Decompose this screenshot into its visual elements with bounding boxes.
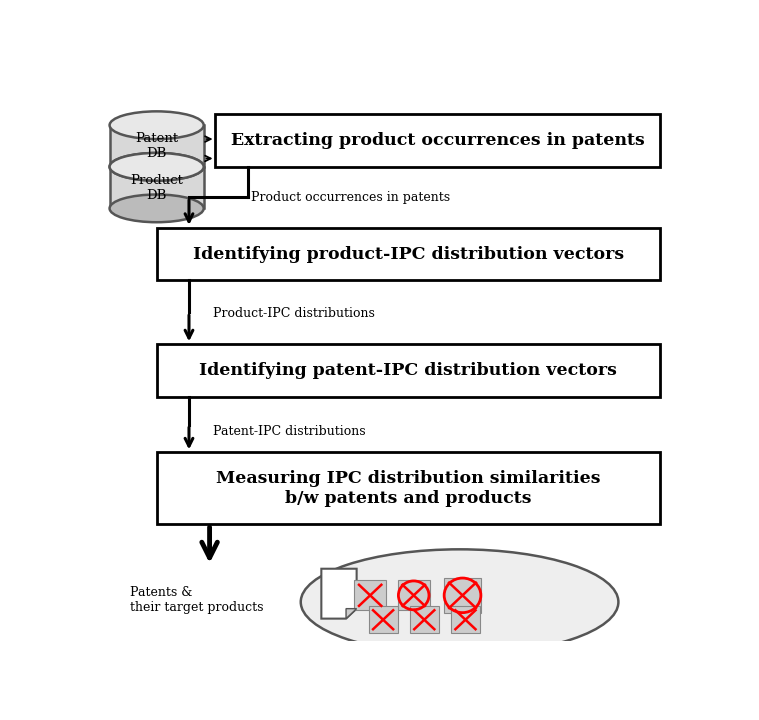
Ellipse shape: [301, 549, 619, 654]
Text: Measuring IPC distribution similarities
b/w patents and products: Measuring IPC distribution similarities …: [216, 470, 600, 507]
FancyBboxPatch shape: [451, 606, 480, 634]
FancyBboxPatch shape: [369, 606, 398, 634]
FancyBboxPatch shape: [410, 606, 439, 634]
Text: Product-IPC distributions: Product-IPC distributions: [213, 307, 374, 320]
Ellipse shape: [109, 112, 203, 139]
FancyBboxPatch shape: [156, 344, 660, 397]
Ellipse shape: [109, 153, 203, 181]
FancyBboxPatch shape: [156, 228, 660, 280]
Text: Identifying product-IPC distribution vectors: Identifying product-IPC distribution vec…: [193, 246, 624, 263]
Bar: [109, 167, 203, 208]
FancyBboxPatch shape: [156, 452, 660, 524]
FancyBboxPatch shape: [216, 114, 660, 167]
Ellipse shape: [109, 153, 203, 181]
Text: Patent-IPC distributions: Patent-IPC distributions: [213, 425, 365, 438]
Text: Patent
DB: Patent DB: [135, 132, 178, 160]
Bar: [109, 125, 203, 167]
Text: Patents &
their target products: Patents & their target products: [131, 586, 263, 614]
FancyBboxPatch shape: [444, 577, 481, 613]
Text: Product occurrences in patents: Product occurrences in patents: [250, 191, 450, 204]
Polygon shape: [321, 569, 357, 618]
Text: Identifying patent-IPC distribution vectors: Identifying patent-IPC distribution vect…: [199, 362, 617, 379]
Polygon shape: [346, 608, 357, 618]
Text: Product
DB: Product DB: [131, 174, 183, 202]
Ellipse shape: [109, 194, 203, 222]
Text: Extracting product occurrences in patents: Extracting product occurrences in patent…: [231, 132, 644, 149]
FancyBboxPatch shape: [354, 580, 386, 611]
FancyBboxPatch shape: [398, 580, 430, 611]
